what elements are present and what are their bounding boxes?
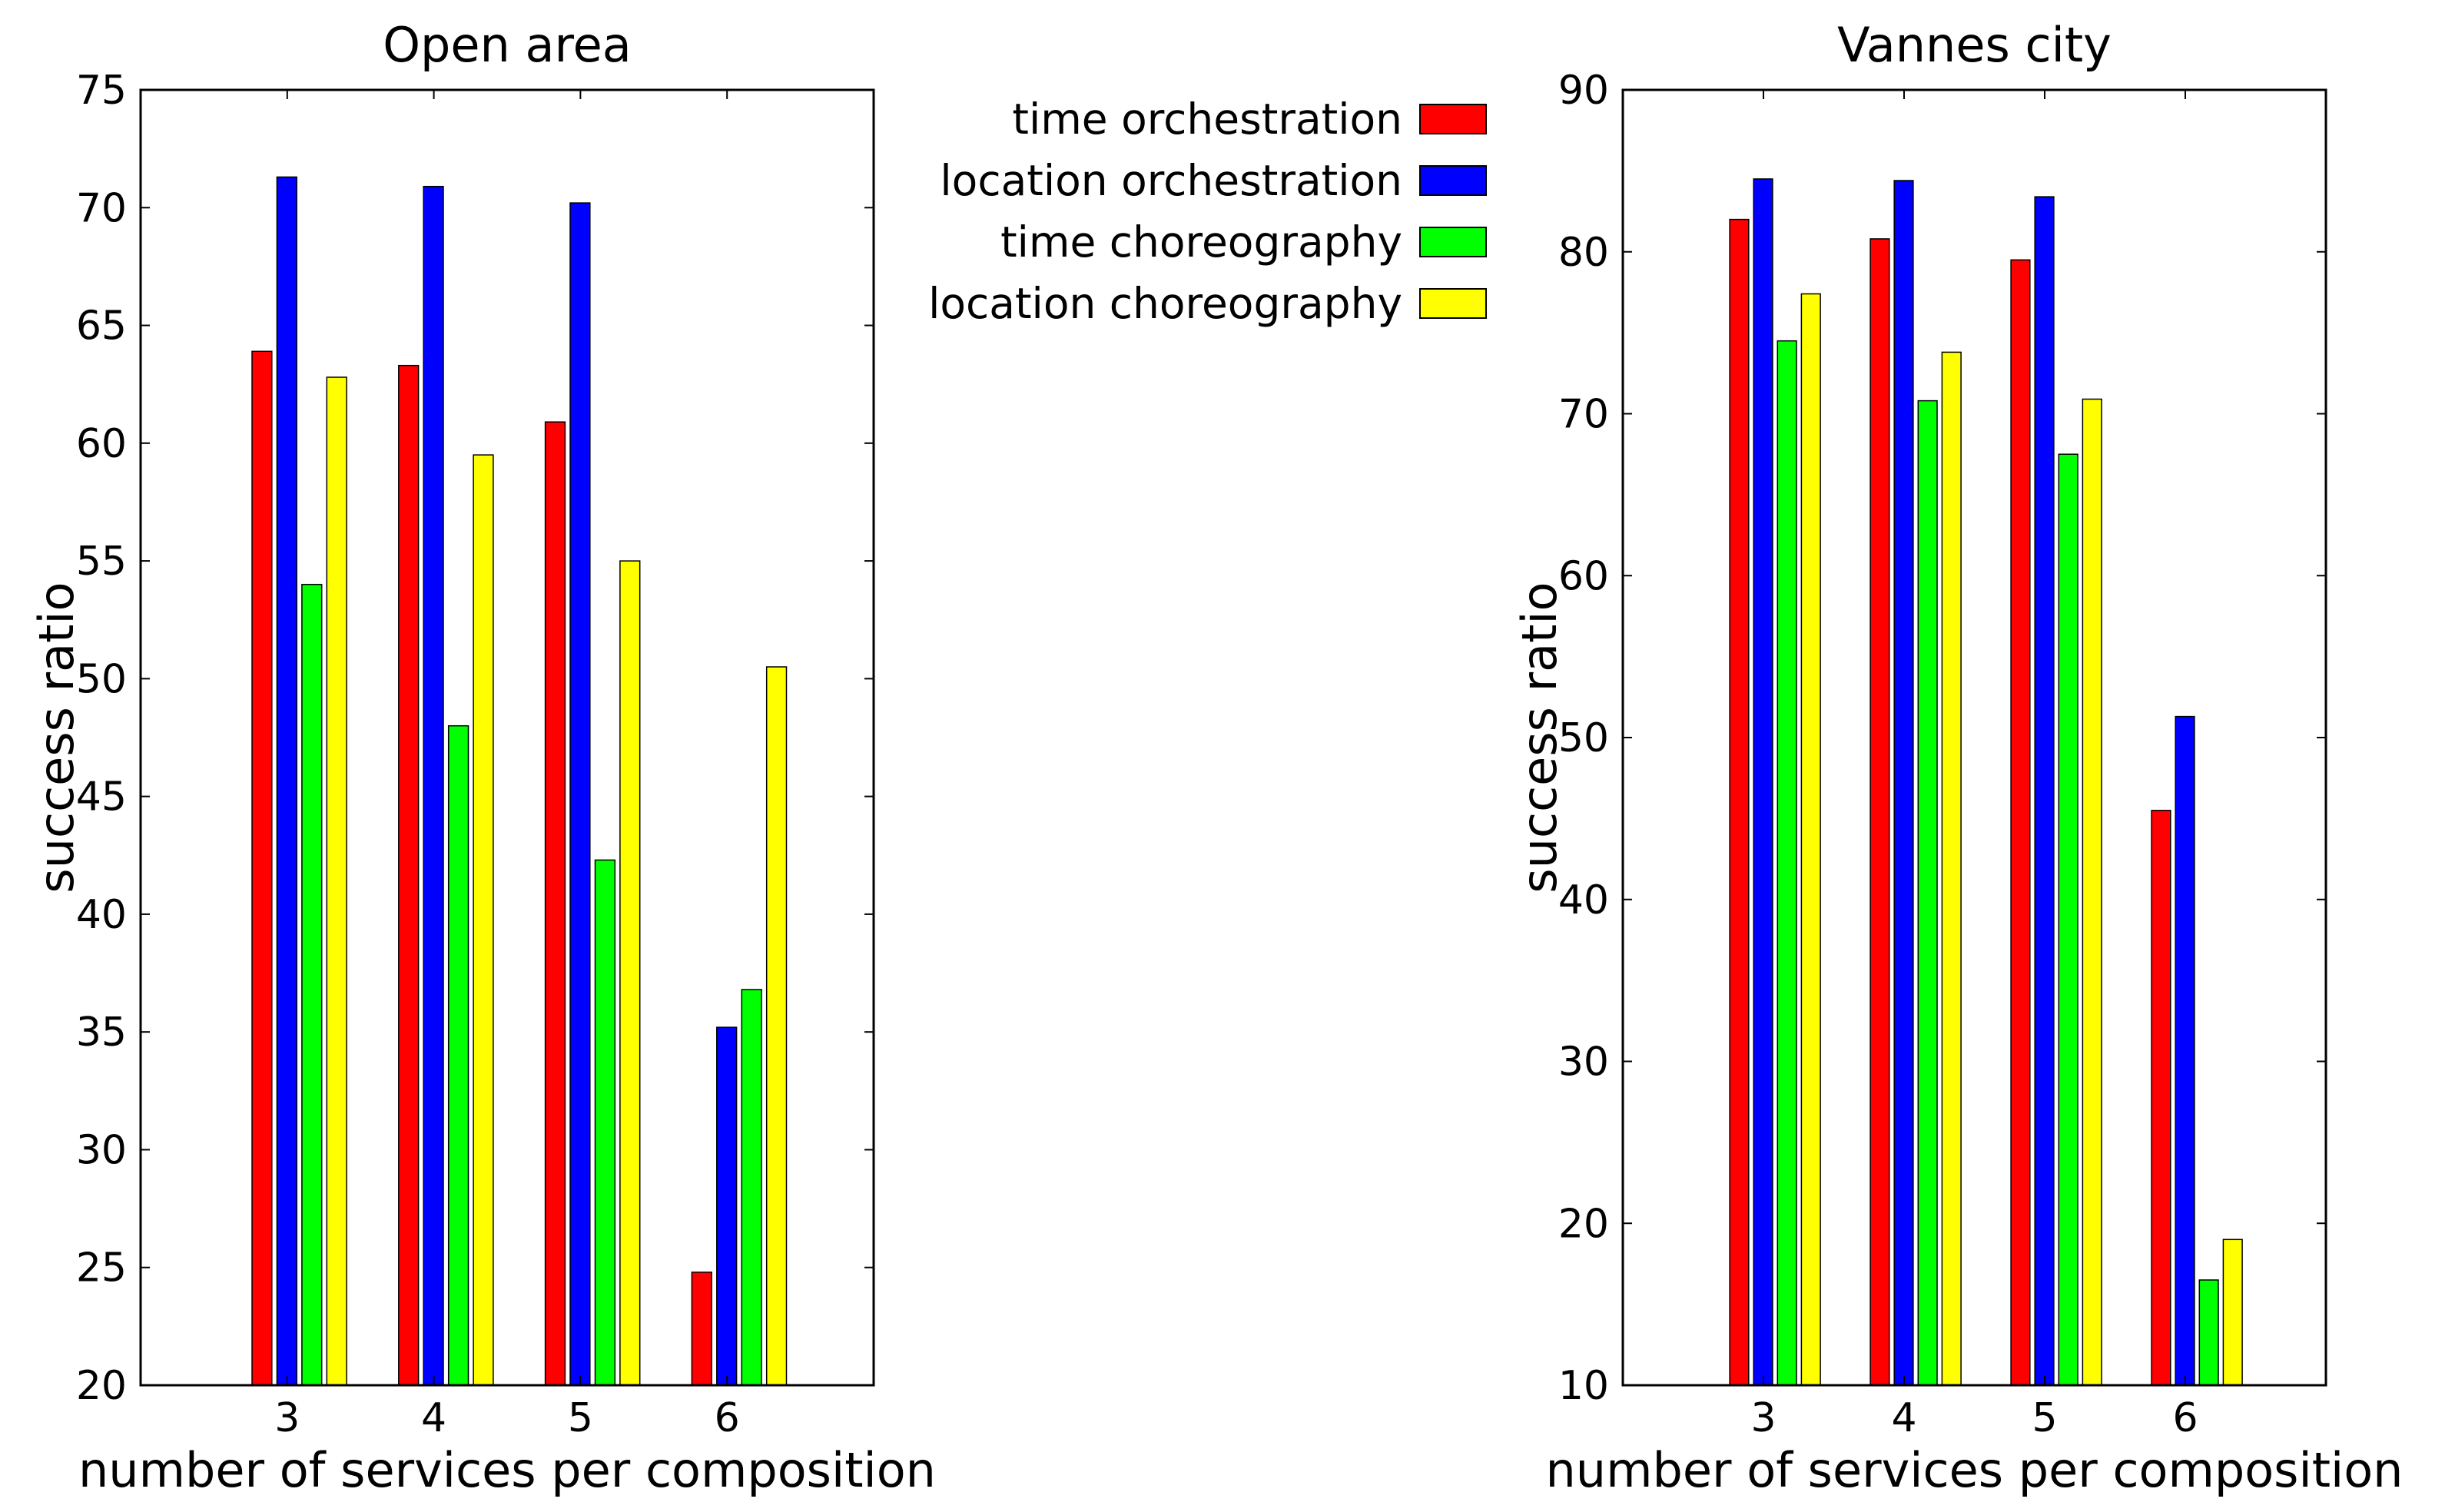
y-axis-label: success ratio — [28, 582, 85, 893]
bar-time-orchestration-6 — [691, 1272, 712, 1386]
bar-time-orchestration-3 — [251, 350, 273, 1386]
x-tick-label: 3 — [274, 1395, 300, 1441]
legend-label: location choreography — [928, 279, 1402, 328]
bar-location-choreography-4 — [1941, 351, 1962, 1386]
bar-time-orchestration-3 — [1729, 218, 1750, 1386]
x-axis-label: number of services per composition — [1546, 1442, 2404, 1498]
legend: time orchestration location orchestratio… — [887, 88, 1487, 334]
y-tick-label: 60 — [1558, 553, 1609, 599]
y-tick-label: 90 — [1558, 68, 1609, 114]
y-axis-label: success ratio — [1511, 582, 1568, 893]
x-tick-label: 3 — [1750, 1395, 1776, 1441]
bar-time-choreography-3 — [301, 583, 323, 1386]
bar-time-choreography-4 — [447, 724, 469, 1386]
legend-swatch — [1419, 288, 1487, 319]
legend-swatch — [1419, 227, 1487, 257]
legend-label: time choreography — [1000, 217, 1402, 267]
bar-time-choreography-5 — [2058, 453, 2078, 1386]
bar-time-choreography-6 — [2198, 1279, 2219, 1386]
legend-item-location-choreography: location choreography — [887, 273, 1487, 334]
y-tick-label: 45 — [76, 774, 127, 821]
bar-location-orchestration-5 — [2034, 196, 2055, 1386]
x-tick-label: 5 — [568, 1395, 593, 1441]
legend-item-location-orchestration: location orchestration — [887, 150, 1487, 211]
y-tick-label: 60 — [76, 421, 127, 467]
chart-title: Vannes city — [1837, 17, 2112, 73]
y-tick-label: 40 — [76, 892, 127, 938]
y-tick-label: 70 — [1558, 392, 1609, 438]
x-tick-label: 6 — [715, 1395, 740, 1441]
bar-location-choreography-3 — [1800, 293, 1821, 1386]
y-tick-label: 30 — [1558, 1040, 1609, 1086]
bar-location-orchestration-4 — [1893, 180, 1914, 1386]
x-tick-label: 4 — [421, 1395, 446, 1441]
y-tick-label: 35 — [76, 1010, 127, 1056]
legend-label: time orchestration — [1012, 94, 1402, 144]
y-tick-label: 50 — [76, 656, 127, 702]
y-tick-label: 55 — [76, 539, 127, 585]
bar-time-choreography-4 — [1917, 400, 1938, 1386]
y-tick-label: 50 — [1558, 715, 1609, 761]
legend-label: location orchestration — [940, 156, 1402, 205]
x-tick-label: 6 — [2172, 1395, 2198, 1441]
bar-time-choreography-6 — [741, 989, 762, 1386]
bar-time-choreography-3 — [1777, 340, 1797, 1386]
y-tick-label: 25 — [76, 1245, 127, 1292]
y-tick-label: 65 — [76, 303, 127, 350]
legend-item-time-orchestration: time orchestration — [887, 88, 1487, 150]
legend-swatch — [1419, 165, 1487, 196]
bar-location-orchestration-3 — [1753, 178, 1773, 1386]
chart-vannes-city: 10 20 30 40 50 60 70 80 90 3 4 5 6 Vannes city number … — [1511, 17, 2403, 1498]
y-tick-label: 10 — [1558, 1363, 1609, 1409]
bar-location-orchestration-6 — [716, 1026, 738, 1386]
plot-frame — [139, 88, 875, 1387]
y-tick-label: 75 — [76, 68, 127, 114]
legend-swatch — [1419, 104, 1487, 134]
bar-time-orchestration-5 — [2010, 259, 2031, 1386]
bar-time-orchestration-4 — [1869, 238, 1890, 1386]
plot-frame — [1621, 88, 2327, 1387]
y-tick-label: 20 — [1558, 1201, 1609, 1247]
y-tick-label: 40 — [1558, 877, 1609, 923]
bar-location-choreography-4 — [473, 454, 494, 1386]
bar-location-orchestration-4 — [423, 185, 444, 1386]
bar-location-orchestration-6 — [2175, 715, 2195, 1386]
bar-location-choreography-5 — [2082, 398, 2102, 1386]
y-tick-label: 30 — [76, 1127, 127, 1173]
bar-time-orchestration-6 — [2151, 810, 2171, 1386]
bar-location-choreography-6 — [765, 666, 788, 1386]
chart-title: Open area — [383, 17, 632, 73]
x-tick-label: 5 — [2032, 1395, 2057, 1441]
bar-location-choreography-6 — [2222, 1238, 2243, 1386]
y-tick-label: 20 — [76, 1363, 127, 1409]
bar-location-choreography-5 — [619, 560, 641, 1386]
y-tick-label: 80 — [1558, 230, 1609, 276]
bar-time-orchestration-4 — [398, 364, 420, 1386]
x-tick-label: 4 — [1891, 1395, 1916, 1441]
bar-time-orchestration-5 — [544, 421, 566, 1386]
bar-location-orchestration-3 — [276, 176, 297, 1386]
bar-time-choreography-5 — [594, 859, 616, 1386]
bar-location-orchestration-5 — [569, 202, 591, 1386]
bar-location-choreography-3 — [326, 376, 347, 1386]
legend-item-time-choreography: time choreography — [887, 211, 1487, 273]
y-tick-label: 70 — [76, 185, 127, 231]
x-axis-label: number of services per composition — [78, 1442, 936, 1498]
